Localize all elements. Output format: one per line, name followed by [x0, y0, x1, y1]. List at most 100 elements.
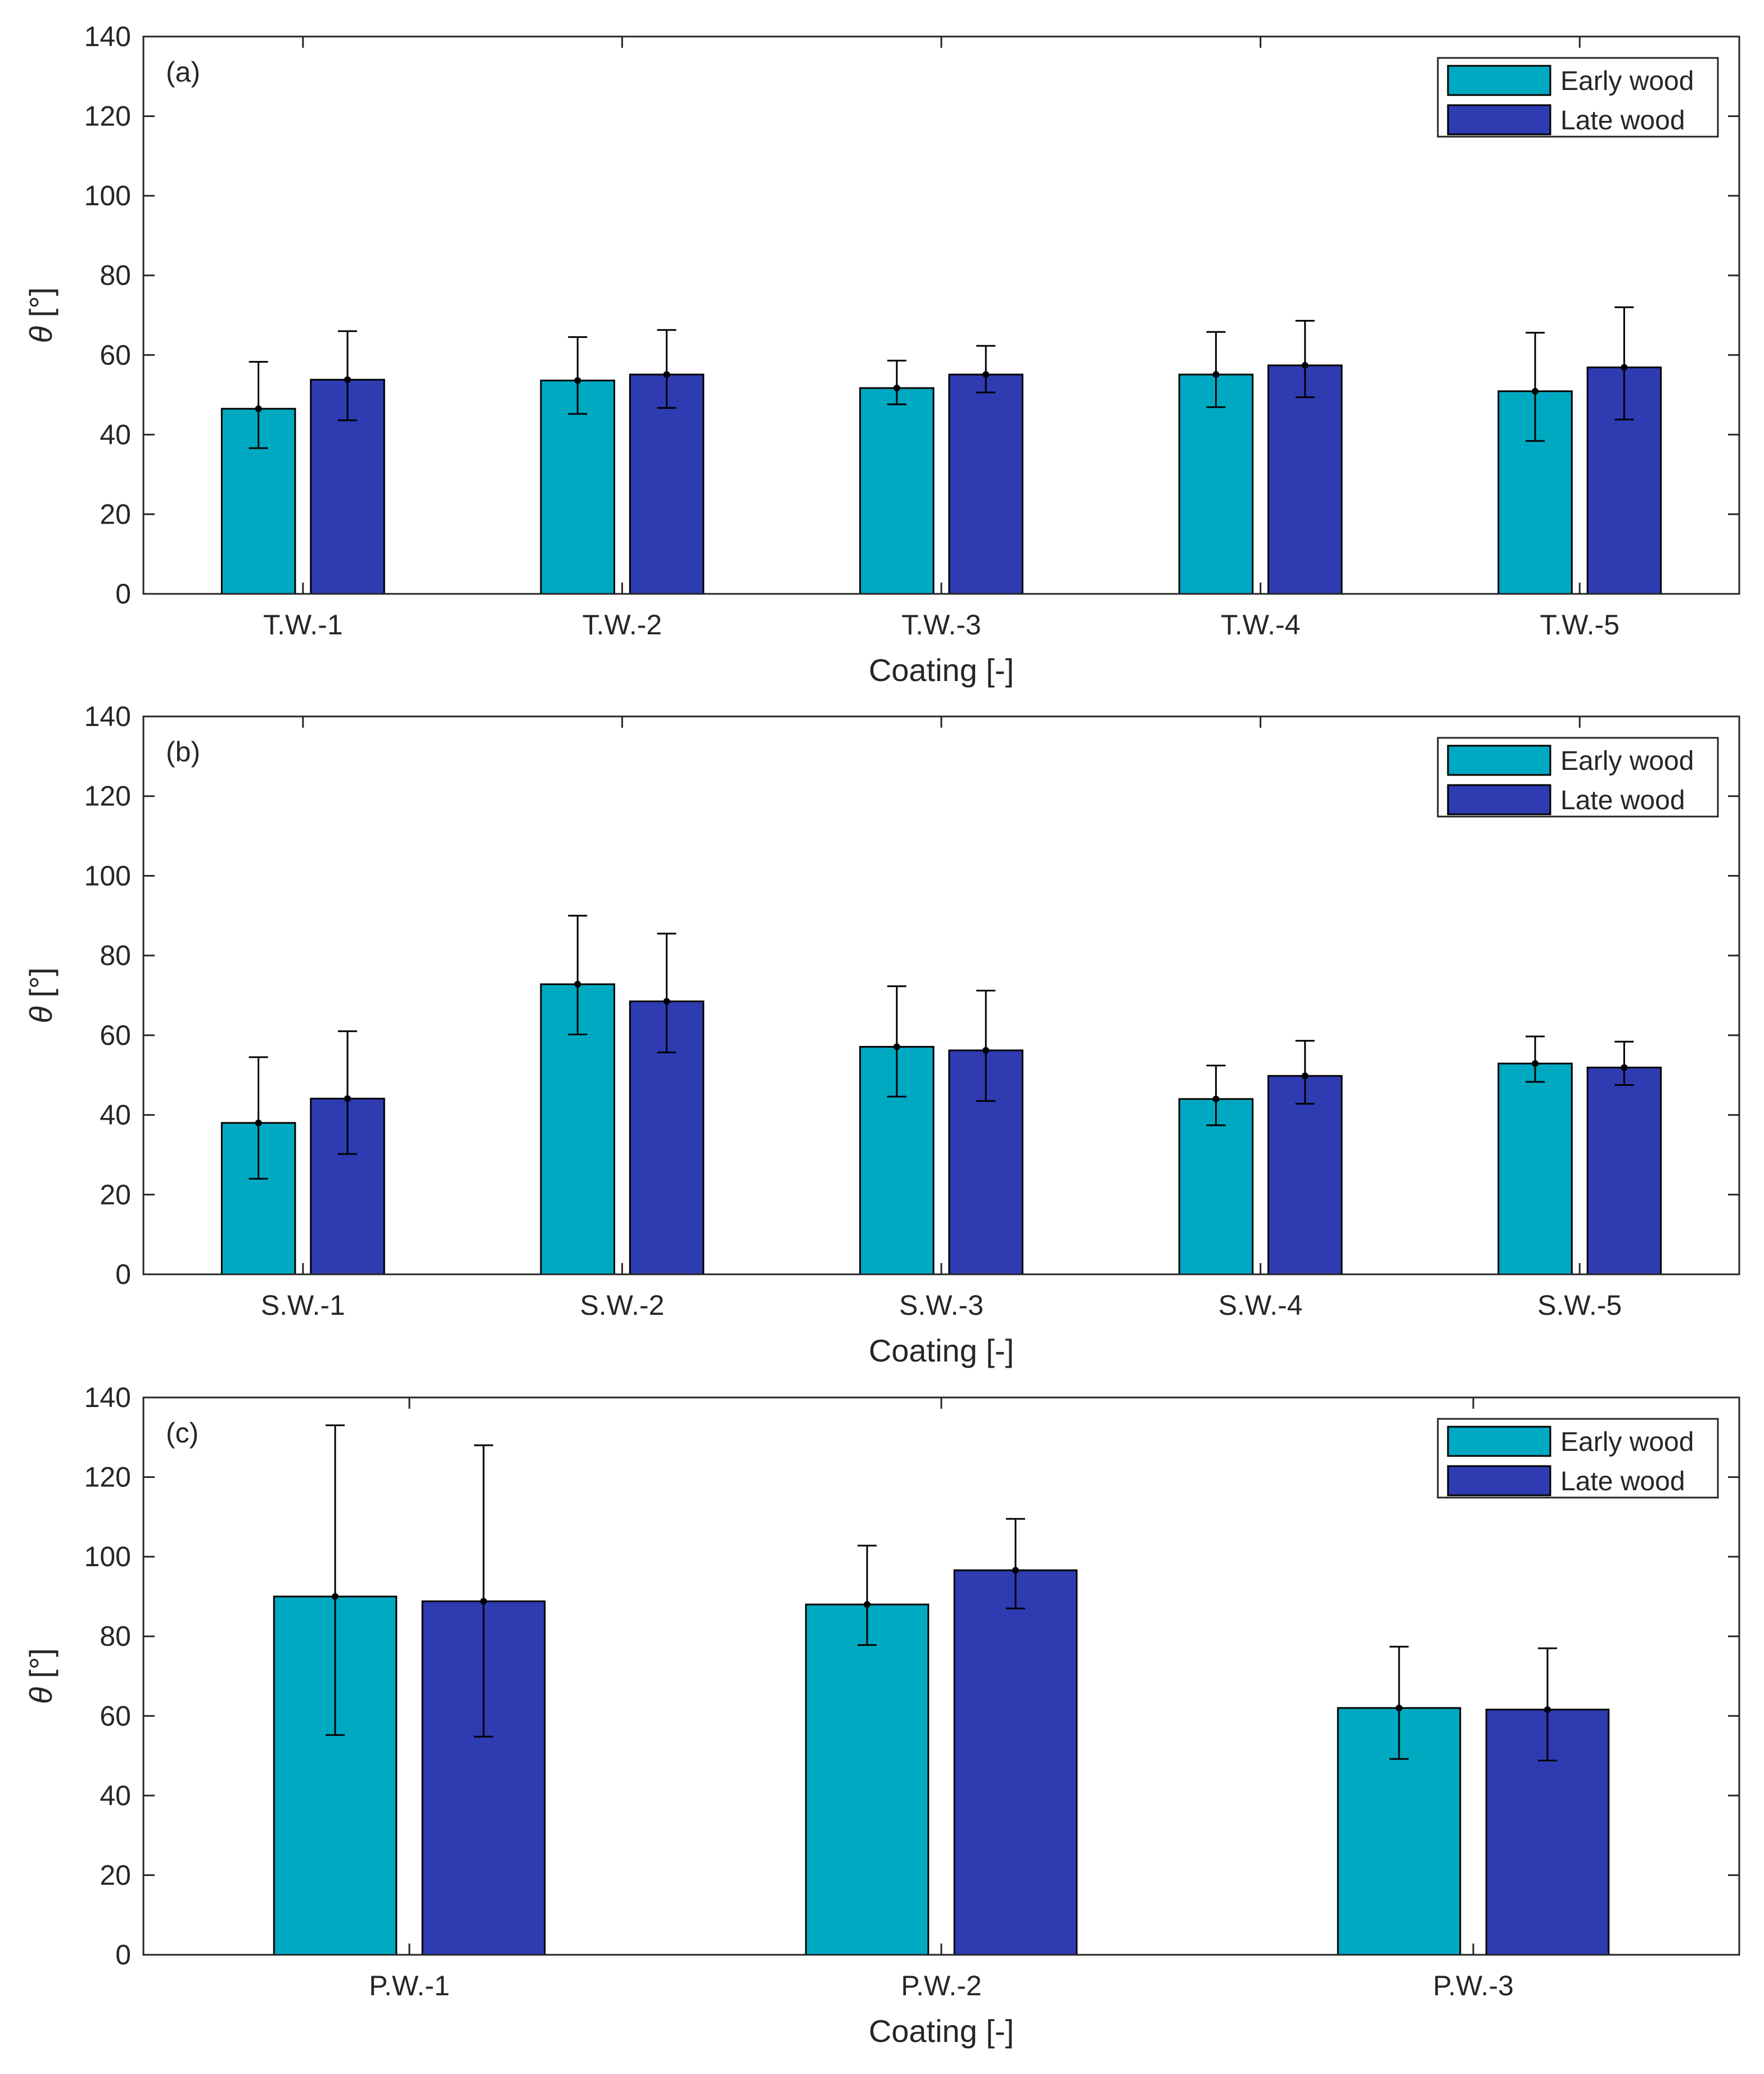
legend-label: Early wood: [1560, 746, 1694, 776]
mean-marker: [1621, 364, 1628, 371]
x-tick-label: P.W.-3: [1433, 1970, 1514, 2001]
chart-panel-1: 0 20 40 60 80 100 120 140 T.W.-1 T.W.-2 T.W.-3 T.W.…: [23, 21, 1740, 688]
y-tick-label: 60: [100, 1020, 131, 1051]
mean-marker: [663, 371, 670, 378]
mean-marker: [1621, 1064, 1628, 1071]
mean-marker: [893, 385, 900, 392]
bar-late-wood: [953, 1569, 1078, 1956]
y-tick-label: 20: [100, 498, 131, 530]
mean-marker: [1396, 1705, 1403, 1712]
mean-marker: [332, 1593, 339, 1600]
y-axis-symbol: θ: [23, 1687, 58, 1704]
mean-marker: [1544, 1706, 1551, 1713]
mean-marker: [480, 1598, 487, 1605]
mean-marker: [982, 1047, 990, 1054]
y-tick-label: 100: [84, 860, 131, 891]
legend-swatch-early-wood: [1447, 1426, 1551, 1457]
x-tick-label: S.W.-2: [580, 1290, 664, 1321]
y-tick-label: 60: [100, 1700, 131, 1732]
y-tick-label: 120: [84, 1462, 131, 1493]
panel-label: (c): [166, 1417, 198, 1449]
legend: Early wood Late wood: [1437, 737, 1719, 818]
mean-marker: [893, 1043, 900, 1050]
mean-marker: [255, 405, 262, 412]
y-tick-label: 20: [100, 1859, 131, 1891]
x-axis-label: Coating [-]: [869, 652, 1014, 688]
x-tick-label: T.W.-4: [1221, 609, 1301, 641]
y-tick-label: 0: [115, 1939, 131, 1971]
legend: Early wood Late wood: [1437, 57, 1719, 138]
bar-late-wood: [1267, 364, 1343, 595]
x-tick-label: S.W.-5: [1537, 1290, 1622, 1321]
legend-label: Late wood: [1560, 106, 1685, 136]
y-axis-unit: [°]: [23, 1648, 58, 1687]
mean-marker: [1301, 362, 1309, 369]
y-tick-label: 80: [100, 940, 131, 971]
legend-label: Late wood: [1560, 786, 1685, 815]
mean-marker: [864, 1601, 871, 1608]
x-tick-label: P.W.-2: [901, 1970, 982, 2001]
x-axis-label: Coating [-]: [869, 1333, 1014, 1368]
y-axis-label: θ [°]: [23, 287, 58, 343]
axes-box: [142, 1396, 1740, 1956]
bar-early-wood: [805, 1603, 930, 1956]
legend-label: Late wood: [1560, 1467, 1685, 1496]
y-axis-unit: [°]: [23, 967, 58, 1006]
x-tick-label: P.W.-1: [369, 1970, 450, 2001]
mean-marker: [255, 1119, 262, 1126]
y-tick-label: 100: [84, 1541, 131, 1572]
y-tick-label: 60: [100, 339, 131, 371]
x-tick-label: S.W.-3: [899, 1290, 983, 1321]
y-tick-label: 40: [100, 1780, 131, 1811]
bar-early-wood: [540, 380, 615, 595]
mean-marker: [1212, 371, 1220, 378]
mean-marker: [574, 377, 581, 384]
y-axis-symbol: θ: [23, 1006, 58, 1023]
mean-marker: [1532, 387, 1539, 395]
y-tick-label: 40: [100, 1099, 131, 1131]
x-tick-label: T.W.-2: [583, 609, 662, 641]
y-tick-label: 140: [84, 1382, 131, 1413]
mean-marker: [1532, 1060, 1539, 1067]
bar-late-wood: [1267, 1075, 1343, 1275]
y-tick-label: 40: [100, 419, 131, 450]
y-tick-label: 80: [100, 1621, 131, 1652]
panel-label: (b): [166, 736, 200, 768]
legend-label: Early wood: [1560, 66, 1694, 96]
x-tick-label: T.W.-5: [1540, 609, 1619, 641]
legend-label: Early wood: [1560, 1427, 1694, 1457]
mean-marker: [1212, 1095, 1220, 1103]
mean-marker: [344, 1095, 351, 1102]
chart-panel-2: 0 20 40 60 80 100 120 140 S.W.-1 S.W.-2 S.W.-3 S.W.…: [23, 701, 1740, 1368]
x-axis-label: Coating [-]: [869, 2013, 1014, 2049]
mean-marker: [1012, 1567, 1019, 1574]
y-tick-label: 140: [84, 701, 131, 732]
bar-late-wood: [1586, 1066, 1662, 1275]
y-axis-label: θ [°]: [23, 967, 58, 1023]
legend-swatch-late-wood: [1447, 1465, 1551, 1496]
y-tick-label: 0: [115, 578, 131, 610]
bar-early-wood: [1497, 1062, 1573, 1275]
mean-marker: [344, 376, 351, 384]
y-axis-symbol: θ: [23, 326, 58, 343]
chart-panel-3: 0 20 40 60 80 100 120 140 P.W.-1 P.W.-2 P.W.-3 Coat…: [23, 1382, 1740, 2049]
x-tick-label: T.W.-3: [901, 609, 981, 641]
y-tick-label: 120: [84, 781, 131, 812]
legend-swatch-late-wood: [1447, 104, 1551, 136]
axes-box: [142, 35, 1740, 595]
mean-marker: [663, 998, 670, 1005]
y-axis-label: θ [°]: [23, 1648, 58, 1704]
mean-marker: [1301, 1072, 1309, 1080]
bar-late-wood: [948, 373, 1023, 595]
legend-swatch-late-wood: [1447, 784, 1551, 815]
y-tick-label: 80: [100, 260, 131, 291]
x-tick-label: T.W.-1: [263, 609, 343, 641]
y-axis-unit: [°]: [23, 287, 58, 326]
panel-label: (a): [166, 56, 200, 88]
y-tick-label: 20: [100, 1179, 131, 1210]
x-tick-label: S.W.-1: [261, 1290, 345, 1321]
legend-swatch-early-wood: [1447, 745, 1551, 776]
axes-box: [142, 715, 1740, 1275]
legend: Early wood Late wood: [1437, 1418, 1719, 1499]
